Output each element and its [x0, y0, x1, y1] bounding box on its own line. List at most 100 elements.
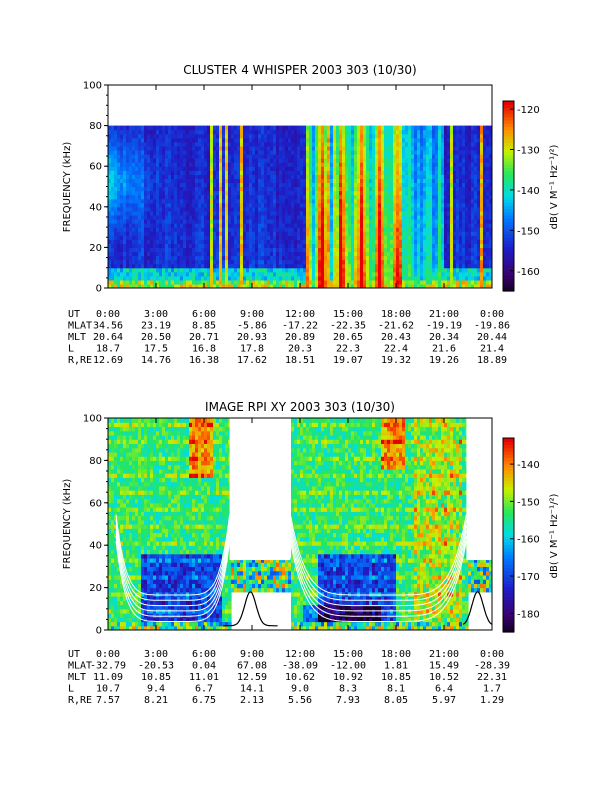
panel1-cell [180, 174, 184, 179]
panel1-cell [186, 283, 190, 288]
panel1-cell [309, 166, 313, 171]
panel1-cell [192, 145, 196, 151]
panel1-cell [390, 145, 394, 151]
panel1-cell [459, 251, 463, 257]
panel1-cell [156, 149, 160, 155]
panel1-cell [438, 223, 442, 228]
panel1-cell [474, 174, 478, 179]
panel1-cell [405, 158, 409, 163]
panel1-cell [420, 198, 424, 204]
panel1-cell [354, 137, 358, 143]
panel1-cell [369, 263, 373, 269]
panel1-cell [393, 170, 397, 175]
panel1-cell [273, 247, 277, 253]
panel1-cell [471, 174, 475, 179]
panel1-cell [132, 182, 136, 188]
panel1-cell [219, 247, 223, 253]
panel1-cell [288, 231, 292, 236]
panel1-cell [285, 158, 289, 163]
panel1-cell [237, 186, 241, 192]
panel1-cell [171, 194, 175, 200]
panel1-cell [366, 198, 370, 204]
panel1-cell [135, 202, 139, 208]
panel1-cell [159, 133, 163, 139]
panel1-cell [237, 154, 241, 159]
panel1-cell [339, 158, 343, 163]
panel1-cell [204, 283, 208, 288]
panel1-cell [240, 129, 244, 135]
panel1-cell [471, 145, 475, 151]
panel1-cell [348, 194, 352, 200]
panel1-cell [414, 154, 418, 159]
panel1-cell [261, 243, 265, 248]
panel1-cell [252, 267, 256, 273]
panel1-cell [429, 162, 433, 167]
panel1-cell [231, 231, 235, 236]
panel1-cell [462, 178, 466, 184]
panel1-cell [363, 125, 367, 131]
panel1-cell [117, 198, 121, 204]
panel1-cell [315, 137, 319, 143]
panel1-cell [219, 283, 223, 288]
panel1-cell [114, 125, 118, 131]
panel1-cell [225, 223, 229, 228]
panel1-cell [264, 162, 268, 167]
panel1-cell [120, 227, 124, 232]
panel1-cell [378, 145, 382, 151]
panel1-cell [180, 190, 184, 196]
panel1-cell [321, 214, 325, 220]
panel1-cell [111, 263, 115, 269]
panel1-cell [258, 149, 262, 155]
panel1-cell [192, 210, 196, 216]
panel1-cell [453, 149, 457, 155]
panel1-cell [378, 186, 382, 192]
panel1-cell [222, 210, 226, 216]
panel1-cell [288, 283, 292, 288]
panel1-cell [126, 190, 130, 196]
panel1-cell [249, 137, 253, 143]
panel1-cell [306, 170, 310, 175]
panel1-cell [225, 166, 229, 171]
panel1-cell [228, 170, 232, 175]
panel1-cell [132, 145, 136, 151]
panel1-cell [312, 182, 316, 188]
panel1-cell [195, 170, 199, 175]
panel1-cell [111, 247, 115, 253]
panel1-cell [456, 267, 460, 273]
panel1-cell [231, 154, 235, 159]
panel1-cell [351, 214, 355, 220]
panel1-cell [162, 231, 166, 236]
panel1-cell [480, 283, 484, 288]
panel1-cell [309, 149, 313, 155]
panel1-cell [393, 235, 397, 240]
panel1-cell [180, 235, 184, 240]
panel1-cell [234, 263, 238, 269]
panel1-cell [327, 178, 331, 184]
panel1-cell [183, 259, 187, 265]
panel1-cell [321, 231, 325, 236]
panel1-cell [435, 239, 439, 244]
panel1-cell [456, 255, 460, 261]
panel1-cell [114, 170, 118, 175]
panel1-cell [183, 243, 187, 248]
panel1-cell [405, 206, 409, 212]
panel1-cell [240, 149, 244, 155]
panel1-cell [342, 149, 346, 155]
panel1-cell [204, 178, 208, 184]
panel1-cell [387, 182, 391, 188]
panel1-cell [159, 182, 163, 188]
panel1-cell [456, 223, 460, 228]
panel1-cell [150, 129, 154, 135]
panel1-cell [324, 223, 328, 228]
panel1-cell [447, 182, 451, 188]
panel1-cell [255, 283, 259, 288]
panel1-cell [378, 218, 382, 224]
panel1-cell [150, 190, 154, 196]
panel1-cell [414, 247, 418, 253]
panel1-cell [237, 137, 241, 143]
panel1-cell [207, 182, 211, 188]
panel1-cell [276, 158, 280, 163]
panel1-cell [141, 239, 145, 244]
panel1-cell [468, 271, 472, 277]
panel1-cell [129, 283, 133, 288]
